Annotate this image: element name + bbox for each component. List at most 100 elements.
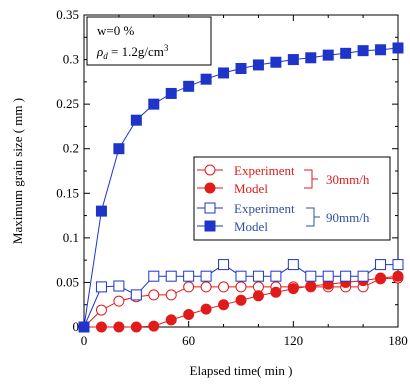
data-point — [113, 321, 125, 333]
legend-frame — [193, 156, 391, 241]
data-point — [165, 314, 177, 326]
legend-group-label-90: 90mm/h — [326, 210, 370, 225]
data-point — [200, 270, 212, 282]
data-point — [235, 270, 247, 282]
y-tick-label: 0.15 — [56, 185, 79, 200]
series-3 — [78, 42, 404, 333]
legend-label-30-experiment: Experiment — [234, 163, 295, 178]
data-point — [392, 270, 404, 282]
data-point — [287, 259, 299, 271]
data-point — [130, 321, 142, 333]
legend-entry-90-model: Model — [197, 219, 268, 234]
legend-brace-30 — [304, 169, 318, 189]
data-point — [305, 270, 317, 282]
data-point — [235, 294, 247, 306]
data-point — [340, 47, 352, 59]
data-point — [287, 283, 299, 295]
data-point — [165, 270, 177, 282]
legend-entry-30-experiment: Experiment — [197, 163, 295, 178]
data-point — [113, 143, 125, 155]
data-point — [95, 321, 107, 333]
data-point — [148, 320, 160, 332]
data-point — [200, 281, 212, 293]
annotation-frame — [86, 16, 212, 66]
data-point — [392, 42, 404, 54]
axes-layer: 0 60 120 180 0 0.05 0.1 0.15 0.2 0.25 0.3 0.35 — [56, 7, 408, 348]
y-tick-label: 0.05 — [56, 274, 79, 289]
data-point — [218, 67, 230, 79]
data-point — [200, 73, 212, 85]
data-point — [322, 270, 334, 282]
data-point — [375, 259, 387, 271]
data-point — [183, 80, 195, 92]
annotation-rho: ρ — [96, 44, 103, 59]
data-point — [270, 56, 282, 68]
legend-marker-30-model — [204, 182, 216, 194]
data-point — [270, 270, 282, 282]
legend-marker-90-model — [204, 220, 216, 232]
data-point — [270, 286, 282, 298]
data-point — [95, 281, 107, 293]
legend-label-90-model: Model — [234, 219, 268, 234]
y-axis-label: Maximum grain size ( mm ) — [10, 98, 25, 244]
annotation-line2: ρd = 1.2g/cm3 — [96, 43, 169, 61]
y-tick-label: 0.2 — [63, 141, 79, 156]
legend-marker-30-experiment — [204, 164, 216, 176]
data-point — [252, 270, 264, 282]
annotation-value: = 1.2g/cm — [108, 44, 164, 59]
x-tick-label: 0 — [81, 333, 88, 348]
data-point — [165, 87, 177, 99]
data-point — [113, 280, 125, 292]
x-axis-label: Elapsed time( min ) — [190, 363, 293, 378]
data-point — [183, 309, 195, 321]
legend-label-30-model: Model — [234, 181, 268, 196]
x-tick-label: 120 — [284, 333, 304, 348]
data-point — [305, 52, 317, 64]
annotation-rho-sub: d — [103, 51, 108, 61]
legend: Experiment Model 30mm/h Experiment Model… — [193, 156, 391, 241]
y-tick-label: 0.35 — [56, 7, 79, 22]
legend-entry-90-experiment: Experiment — [197, 201, 295, 216]
data-point — [148, 98, 160, 110]
data-point — [113, 295, 125, 307]
series-layer — [78, 42, 404, 333]
data-point — [183, 270, 195, 282]
x-tick-label: 60 — [182, 333, 195, 348]
data-point — [375, 44, 387, 56]
data-point — [148, 289, 160, 301]
data-point — [235, 62, 247, 74]
data-point — [340, 270, 352, 282]
y-tick-label: 0 — [73, 319, 80, 334]
legend-marker-90-experiment — [204, 202, 216, 214]
legend-group-label-30: 30mm/h — [326, 172, 370, 187]
data-point — [357, 45, 369, 57]
x-tick-label: 180 — [388, 333, 408, 348]
data-point — [218, 299, 230, 311]
data-point — [375, 272, 387, 284]
data-point — [130, 114, 142, 126]
data-point — [305, 280, 317, 292]
data-point — [252, 290, 264, 302]
annotation-box: w=0 % ρd = 1.2g/cm3 — [86, 16, 212, 66]
legend-label-90-experiment: Experiment — [234, 201, 295, 216]
data-point — [252, 59, 264, 71]
data-point — [392, 259, 404, 271]
data-point — [322, 49, 334, 61]
annotation-line1: w=0 % — [97, 23, 134, 38]
data-point — [78, 321, 90, 333]
legend-entry-30-model: Model — [197, 181, 268, 196]
data-point — [183, 281, 195, 293]
y-tick-label: 0.3 — [63, 52, 79, 67]
y-tick-label: 0.1 — [63, 230, 79, 245]
data-point — [148, 270, 160, 282]
annotation-sup: 3 — [164, 43, 169, 53]
data-point — [218, 259, 230, 271]
data-point — [165, 289, 177, 301]
data-point — [287, 54, 299, 66]
data-point — [218, 281, 230, 293]
data-point — [95, 304, 107, 316]
data-point — [95, 205, 107, 217]
legend-brace-90 — [306, 207, 320, 227]
data-point — [235, 281, 247, 293]
